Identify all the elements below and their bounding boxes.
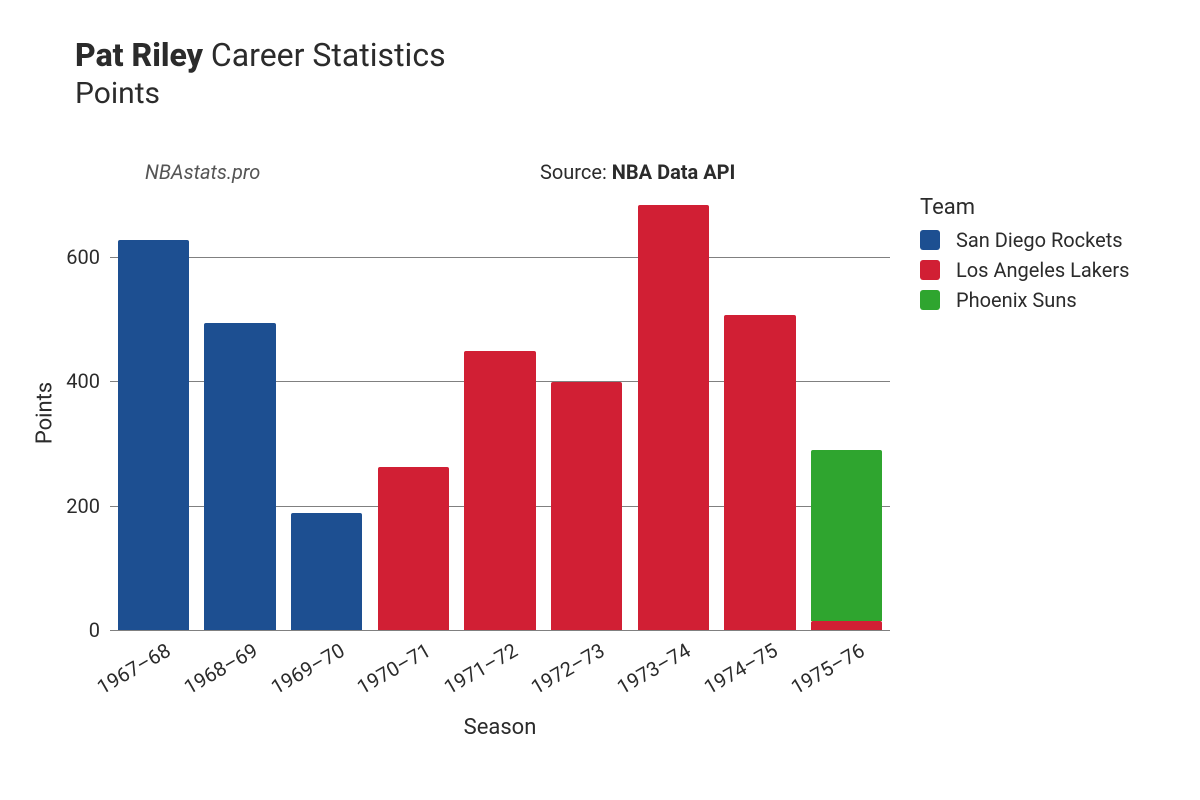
- legend-label: San Diego Rockets: [956, 228, 1123, 252]
- legend-item: Los Angeles Lakers: [920, 258, 1129, 282]
- bar-segment: [638, 205, 709, 630]
- x-tick-label: 1971–72: [440, 638, 522, 699]
- bar-segment: [378, 467, 449, 630]
- legend-label: Phoenix Suns: [956, 288, 1077, 312]
- y-tick-label: 400: [66, 369, 110, 393]
- source-prefix: Source:: [540, 160, 612, 184]
- legend-label: Los Angeles Lakers: [956, 258, 1129, 282]
- legend-item: Phoenix Suns: [920, 288, 1129, 312]
- attribution-site: NBAstats.pro: [145, 160, 260, 184]
- x-tick-label: 1975–76: [786, 638, 868, 699]
- title-block: Pat Riley Career Statistics Points: [75, 36, 446, 111]
- bar-segment: [551, 382, 622, 630]
- x-tick-label: 1968–69: [180, 638, 262, 699]
- bar-segment: [118, 240, 189, 630]
- legend: Team San Diego Rockets Los Angeles Lakers…: [920, 195, 1129, 318]
- legend-swatch: [920, 230, 940, 250]
- bar-segment: [724, 315, 795, 630]
- source-name: NBA Data API: [612, 160, 736, 184]
- y-tick-label: 0: [89, 618, 110, 642]
- x-tick-label: 1969–70: [266, 638, 348, 699]
- chart-title: Pat Riley Career Statistics: [75, 36, 446, 74]
- legend-swatch: [920, 260, 940, 280]
- player-name: Pat Riley: [75, 36, 203, 74]
- x-tick-label: 1970–71: [353, 638, 435, 699]
- chart-container: Pat Riley Career Statistics Points NBAst…: [0, 0, 1200, 800]
- gridline: [110, 257, 890, 258]
- chart-subtitle: Points: [75, 76, 446, 111]
- legend-item: San Diego Rockets: [920, 228, 1129, 252]
- x-tick-label: 1967–68: [93, 638, 175, 699]
- legend-swatch: [920, 290, 940, 310]
- bar-segment: [811, 621, 882, 630]
- bar-segment: [204, 323, 275, 630]
- y-tick-label: 200: [66, 494, 110, 518]
- y-tick-label: 600: [66, 245, 110, 269]
- x-tick-label: 1972–73: [526, 638, 608, 699]
- attribution-source: Source: NBA Data API: [540, 160, 735, 184]
- x-axis-label: Season: [464, 715, 537, 740]
- legend-title: Team: [920, 195, 1129, 220]
- plot-area: 02004006001967–681968–691969–701970–7119…: [110, 195, 890, 630]
- bar-segment: [291, 513, 362, 630]
- bar-segment: [464, 351, 535, 630]
- gridline: [110, 630, 890, 631]
- bar-segment: [811, 450, 882, 620]
- x-tick-label: 1974–75: [700, 638, 782, 699]
- y-axis-label: Points: [33, 381, 58, 443]
- title-suffix: Career Statistics: [211, 36, 446, 74]
- x-tick-label: 1973–74: [613, 638, 695, 699]
